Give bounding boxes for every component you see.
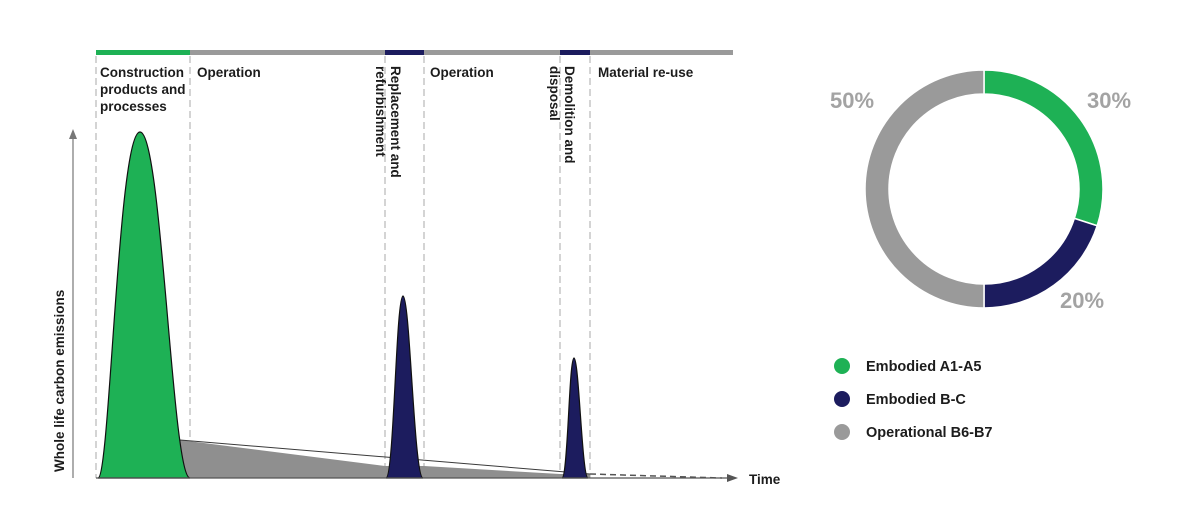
phase-bar <box>96 50 733 55</box>
legend-label-embodied-a: Embodied A1-A5 <box>866 359 981 375</box>
pct-label-embodied-a: 30% <box>1087 88 1131 113</box>
donut-chart <box>864 69 1104 309</box>
phase-bar-demolition <box>560 50 590 55</box>
x-axis-label: Time <box>749 472 781 487</box>
peak-construction <box>97 131 191 479</box>
axes <box>69 129 738 482</box>
pct-label-embodied-bc: 20% <box>1060 288 1104 313</box>
material-reuse-dashed-line <box>589 473 723 479</box>
phase-bar-operation-2 <box>424 50 560 55</box>
phase-label-construction: Construction products and processes <box>100 65 189 114</box>
phase-label-operation-1: Operation <box>197 65 261 80</box>
legend-dot-embodied-bc <box>834 391 850 407</box>
peak-replacement <box>385 295 424 479</box>
peak-demolition <box>561 357 589 479</box>
phase-bar-material-reuse <box>590 50 733 55</box>
legend-label-embodied-bc: Embodied B-C <box>866 392 966 408</box>
phase-bar-replacement <box>385 50 424 55</box>
legend: Embodied A1-A5 Embodied B-C Operational … <box>834 358 993 441</box>
legend-label-operational: Operational B6-B7 <box>866 425 993 441</box>
donut-slice-operational <box>864 69 985 309</box>
legend-dot-embodied-a <box>834 358 850 374</box>
operational-area <box>180 440 590 478</box>
phase-label-replacement: Replacement and refurbishment <box>373 66 403 182</box>
legend-dot-operational <box>834 424 850 440</box>
x-axis-arrow-icon <box>727 474 738 482</box>
donut-slice-embodied-a <box>983 69 1104 227</box>
phase-dividers <box>95 56 591 478</box>
pct-label-operational: 50% <box>830 88 874 113</box>
phase-label-material-reuse: Material re-use <box>598 65 694 80</box>
phase-label-demolition: Demolition and disposal <box>547 66 577 167</box>
operational-outline <box>179 439 591 475</box>
y-axis-arrow-icon <box>69 129 77 139</box>
phase-bar-operation-1 <box>190 50 385 55</box>
y-axis-label: Whole life carbon emissions <box>52 290 67 472</box>
phase-bar-construction <box>96 50 190 55</box>
phase-label-operation-2: Operation <box>430 65 494 80</box>
